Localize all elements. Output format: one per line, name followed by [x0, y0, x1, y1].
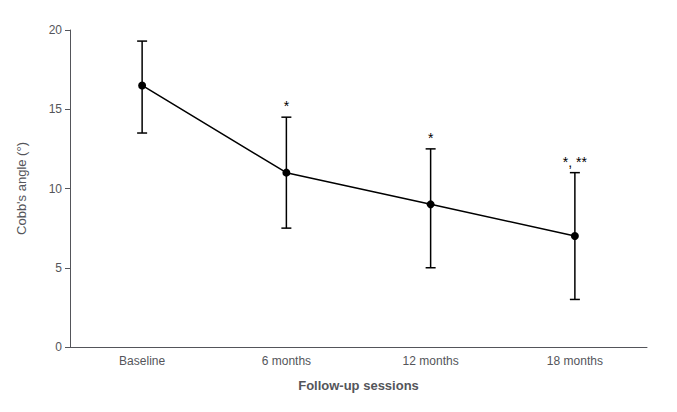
svg-text:10: 10 [49, 182, 63, 196]
svg-text:*: * [284, 98, 290, 114]
svg-text:6 months: 6 months [262, 354, 311, 368]
svg-text:Baseline: Baseline [119, 354, 165, 368]
svg-text:18 months: 18 months [547, 354, 603, 368]
svg-text:*, **: *, ** [563, 154, 588, 170]
svg-text:20: 20 [49, 23, 63, 37]
svg-text:Cobb's angle (°): Cobb's angle (°) [14, 142, 29, 235]
svg-text:*: * [428, 130, 434, 146]
svg-text:0: 0 [55, 340, 62, 354]
svg-text:Follow-up sessions: Follow-up sessions [298, 378, 419, 393]
svg-text:15: 15 [49, 102, 63, 116]
svg-text:5: 5 [55, 261, 62, 275]
svg-text:12 months: 12 months [403, 354, 459, 368]
